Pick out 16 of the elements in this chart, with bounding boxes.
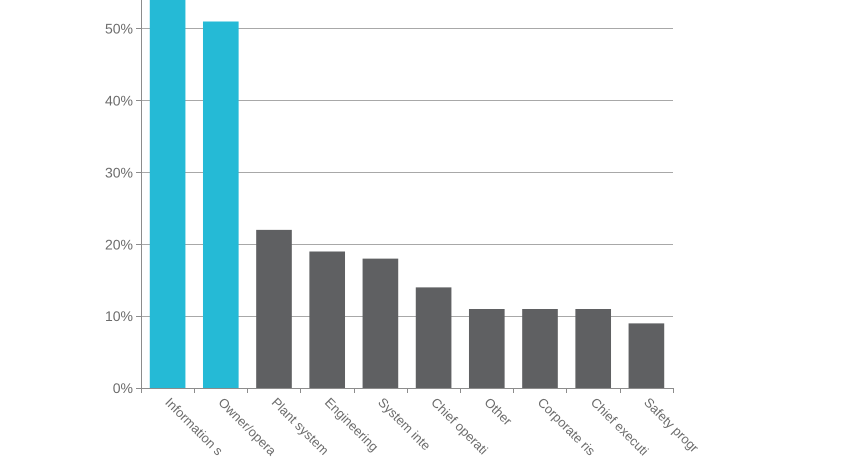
y-tick-label: 20% bbox=[104, 236, 133, 252]
bar bbox=[575, 308, 612, 388]
bar bbox=[150, 0, 186, 388]
y-tick-label: 40% bbox=[104, 92, 133, 109]
bar bbox=[416, 287, 452, 388]
bar bbox=[256, 230, 292, 388]
y-tick-label: 50% bbox=[104, 20, 133, 37]
y-tick-label: 0% bbox=[112, 380, 133, 396]
bar bbox=[628, 323, 664, 388]
y-tick-label: 10% bbox=[104, 308, 133, 324]
bar bbox=[468, 308, 505, 388]
bar bbox=[522, 308, 558, 388]
bar bbox=[362, 258, 398, 388]
y-tick-label: 30% bbox=[104, 164, 133, 180]
bar bbox=[309, 251, 346, 388]
bar bbox=[202, 22, 239, 388]
